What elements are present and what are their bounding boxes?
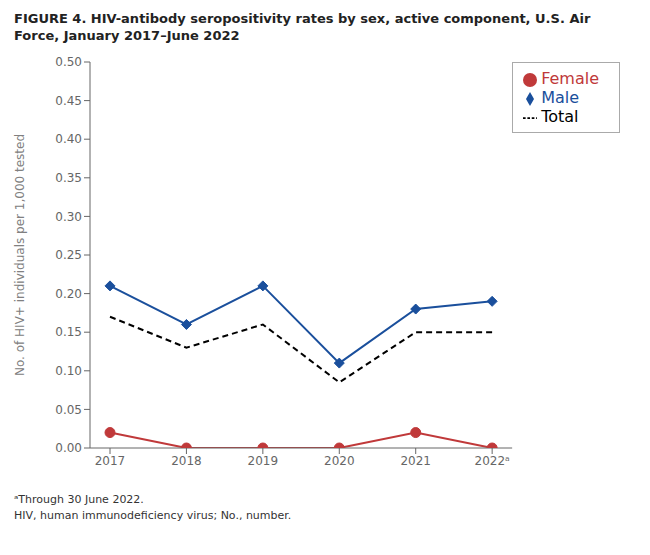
- svg-text:0.30: 0.30: [55, 210, 82, 224]
- html-text:FIGURE 4. HIV-antibody seropos: FIGURE 4. HIV-antibody seropositivity ra…: [14, 11, 591, 43]
- svg-text:0.10: 0.10: [55, 364, 82, 378]
- html-text:Total: Total: [541, 107, 579, 126]
- svg-text:2020: 2020: [324, 454, 355, 468]
- html-text:Male: Male: [541, 88, 579, 107]
- svg-text:0.50: 0.50: [55, 55, 82, 69]
- svg-text:2017: 2017: [95, 454, 126, 468]
- svg-text:0.15: 0.15: [55, 325, 82, 339]
- svg-text:0.00: 0.00: [55, 441, 82, 455]
- svg-text:0.45: 0.45: [55, 94, 82, 108]
- svg-text:2021: 2021: [400, 454, 431, 468]
- svg-text:0.05: 0.05: [55, 403, 82, 417]
- svg-text:2019: 2019: [248, 454, 279, 468]
- svg-text:0.20: 0.20: [55, 287, 82, 301]
- svg-text:2022ᵃ: 2022ᵃ: [475, 454, 510, 468]
- html-text:Female: Female: [541, 69, 599, 88]
- svg-text:0.40: 0.40: [55, 132, 82, 146]
- html-text:HIV, human immunodeficiency vi: HIV, human immunodeficiency virus; No., …: [14, 509, 292, 522]
- svg-text:2018: 2018: [171, 454, 202, 468]
- svg-text:0.25: 0.25: [55, 248, 82, 262]
- html-text:ᵃThrough 30 June 2022.: ᵃThrough 30 June 2022.: [14, 493, 144, 506]
- svg-text:0.35: 0.35: [55, 171, 82, 185]
- svg-text:No. of HIV+ individuals per 1,: No. of HIV+ individuals per 1,000 tested: [13, 134, 27, 376]
